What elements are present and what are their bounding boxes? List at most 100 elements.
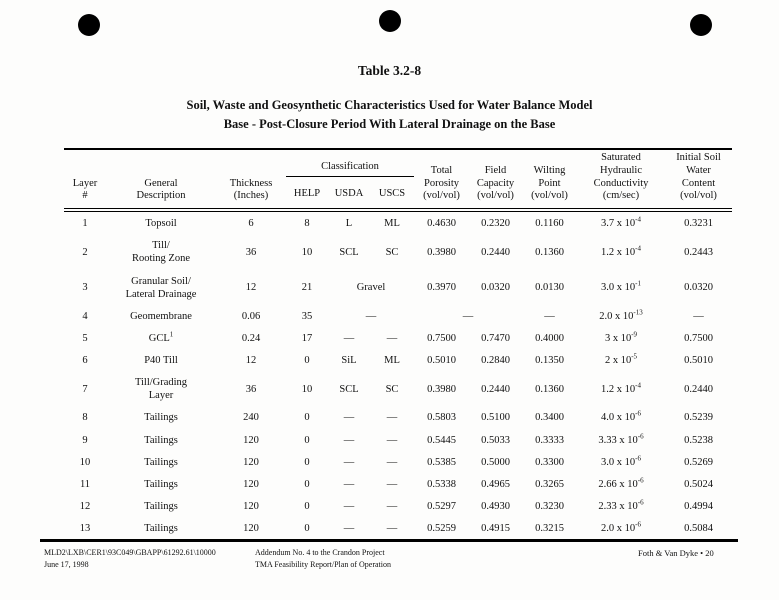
cell-uscs: ML <box>384 355 400 367</box>
cell-conductivity: 3 x 10-9 <box>604 330 638 344</box>
table-row: 11 Tailings 120 0 — — 0.5338 0.4965 0.32… <box>64 473 732 495</box>
cell-conductivity: 2.0 x 10-13 <box>599 308 643 322</box>
cell-thickness: 120 <box>243 523 259 535</box>
cell-description: Tailings <box>144 500 178 512</box>
cell-uscs: ML <box>384 218 400 230</box>
cell-conductivity: 1.2 x 10-4 <box>601 381 641 395</box>
cell-conductivity: 3.0 x 10-1 <box>601 279 641 294</box>
cell-help: 10 <box>301 383 313 395</box>
cell-usda: — <box>343 412 355 424</box>
cell-porosity: 0.7500 <box>427 332 456 344</box>
cell-water-content: 0.5084 <box>684 523 713 535</box>
cell-conductivity: 2.0 x 10-6 <box>601 520 641 535</box>
footer-addendum-line: Addendum No. 4 to the Crandon Project <box>255 548 385 557</box>
table-row: 1 Topsoil 6 8 L ML 0.4630 0.2320 0.1160 … <box>64 210 732 234</box>
exponent: -1 <box>635 279 641 288</box>
cell-wilting-point: 0.3215 <box>535 523 564 535</box>
cell-wilting-point: 0.1160 <box>535 218 564 230</box>
cell-porosity: 0.5297 <box>427 500 456 512</box>
cell-water-content: 0.5238 <box>684 434 713 446</box>
cell-description: Tailings <box>144 523 178 535</box>
col-header-usda: USDA <box>328 176 370 213</box>
cell-wilting-point: 0.3300 <box>535 456 564 468</box>
cell-help: 10 <box>301 246 313 258</box>
header-row-1: Layer # General Description Thickness (I… <box>64 149 732 213</box>
exponent: -13 <box>633 308 643 317</box>
exponent: -6 <box>635 454 641 463</box>
punch-hole-left <box>78 14 100 36</box>
cell-layer: 9 <box>82 434 88 446</box>
cell-porosity: 0.3980 <box>427 383 456 395</box>
cell-usda: — <box>343 478 355 490</box>
cell-help: 17 <box>301 332 313 344</box>
footer-page-number: Foth & Van Dyke • 20 <box>638 548 714 558</box>
cell-water-content: 0.7500 <box>684 332 713 344</box>
cell-description: Tailings <box>144 456 178 468</box>
table-row: 4 Geomembrane 0.06 35 — — — 2.0 x 10-13 … <box>64 305 732 327</box>
cell-water-content: 0.2440 <box>684 383 713 395</box>
cell-water-content: 0.5024 <box>684 478 713 490</box>
table-row: 12 Tailings 120 0 — — 0.5297 0.4930 0.32… <box>64 495 732 517</box>
cell-field-capacity: 0.5000 <box>481 456 510 468</box>
cell-uscs: SC <box>385 246 399 258</box>
cell-help: 0 <box>304 412 310 424</box>
cell-description: P40 Till <box>144 355 178 367</box>
cell-thickness: 120 <box>243 478 259 490</box>
cell-thickness: 120 <box>243 456 259 468</box>
cell-water-content: 0.5269 <box>684 456 713 468</box>
cell-water-content: 0.3231 <box>684 218 713 230</box>
cell-conductivity: 3.33 x 10-6 <box>598 432 644 446</box>
cell-wilting-point: — <box>544 310 555 322</box>
cell-usda: SiL <box>341 355 357 367</box>
cell-water-content: 0.5010 <box>684 355 713 367</box>
cell-wilting-point: 0.3230 <box>535 500 564 512</box>
cell-layer: 1 <box>82 218 88 230</box>
cell-conductivity: 2.33 x 10-6 <box>598 498 644 512</box>
cell-description: Till/Grading Layer <box>134 377 188 402</box>
cell-porosity-field: — <box>462 310 474 322</box>
cell-help: 0 <box>304 456 310 468</box>
cell-usda: — <box>343 500 355 512</box>
table-header: Layer # General Description Thickness (I… <box>64 149 732 213</box>
exponent: -9 <box>631 330 638 339</box>
cell-layer: 13 <box>64 517 106 541</box>
cell-description: Tailings <box>144 434 178 446</box>
cell-description: Granular Soil/ Lateral Drainage <box>125 275 197 300</box>
col-header-wilting-point: Wilting Point (vol/vol) <box>522 149 577 213</box>
exponent: -6 <box>635 520 641 529</box>
cell-water-content: 0.5239 <box>684 412 713 424</box>
cell-field-capacity: 0.2440 <box>481 246 510 258</box>
cell-description: Topsoil <box>145 218 177 230</box>
exponent: -4 <box>635 215 641 224</box>
cell-wilting-point: 0.3265 <box>535 478 564 490</box>
footer-file-reference: MLD2\LXB\CER1\93C049\GBAPP\61292.61\1000… <box>44 547 216 572</box>
cell-help: 35 <box>301 310 313 322</box>
cell-thickness: 36 <box>245 246 257 258</box>
cell-help: 0 <box>304 478 310 490</box>
exponent: -6 <box>635 409 641 418</box>
cell-porosity: 0.5010 <box>427 355 456 367</box>
cell-help: 0 <box>304 355 310 367</box>
cell-wilting-point: 0.3400 <box>535 412 564 424</box>
exponent: -6 <box>637 498 644 507</box>
footer-document-reference: Addendum No. 4 to the Crandon Project TM… <box>255 547 391 572</box>
cell-wilting-point: 0.1360 <box>535 246 564 258</box>
footer-file-path: MLD2\LXB\CER1\93C049\GBAPP\61292.61\1000… <box>44 548 216 557</box>
cell-help: 8 <box>304 218 310 230</box>
cell-conductivity: 1.2 x 10-4 <box>601 244 641 258</box>
exponent: -4 <box>635 244 641 253</box>
exponent: -6 <box>637 476 644 485</box>
cell-uscs: — <box>386 434 398 446</box>
data-table-wrap: Layer # General Description Thickness (I… <box>64 148 732 541</box>
cell-usda: — <box>343 523 355 535</box>
cell-uscs: — <box>386 478 398 490</box>
table-row: 13 Tailings 120 0 — — 0.5259 0.4915 0.32… <box>64 517 732 541</box>
cell-thickness: 120 <box>243 500 259 512</box>
cell-layer: 7 <box>82 383 88 395</box>
footer-date: June 17, 1998 <box>44 560 89 570</box>
cell-description: GCL1 <box>148 330 174 344</box>
cell-field-capacity: 0.4915 <box>481 523 510 535</box>
cell-uscs: — <box>386 412 398 424</box>
col-header-field-capacity: Field Capacity (vol/vol) <box>469 149 522 213</box>
